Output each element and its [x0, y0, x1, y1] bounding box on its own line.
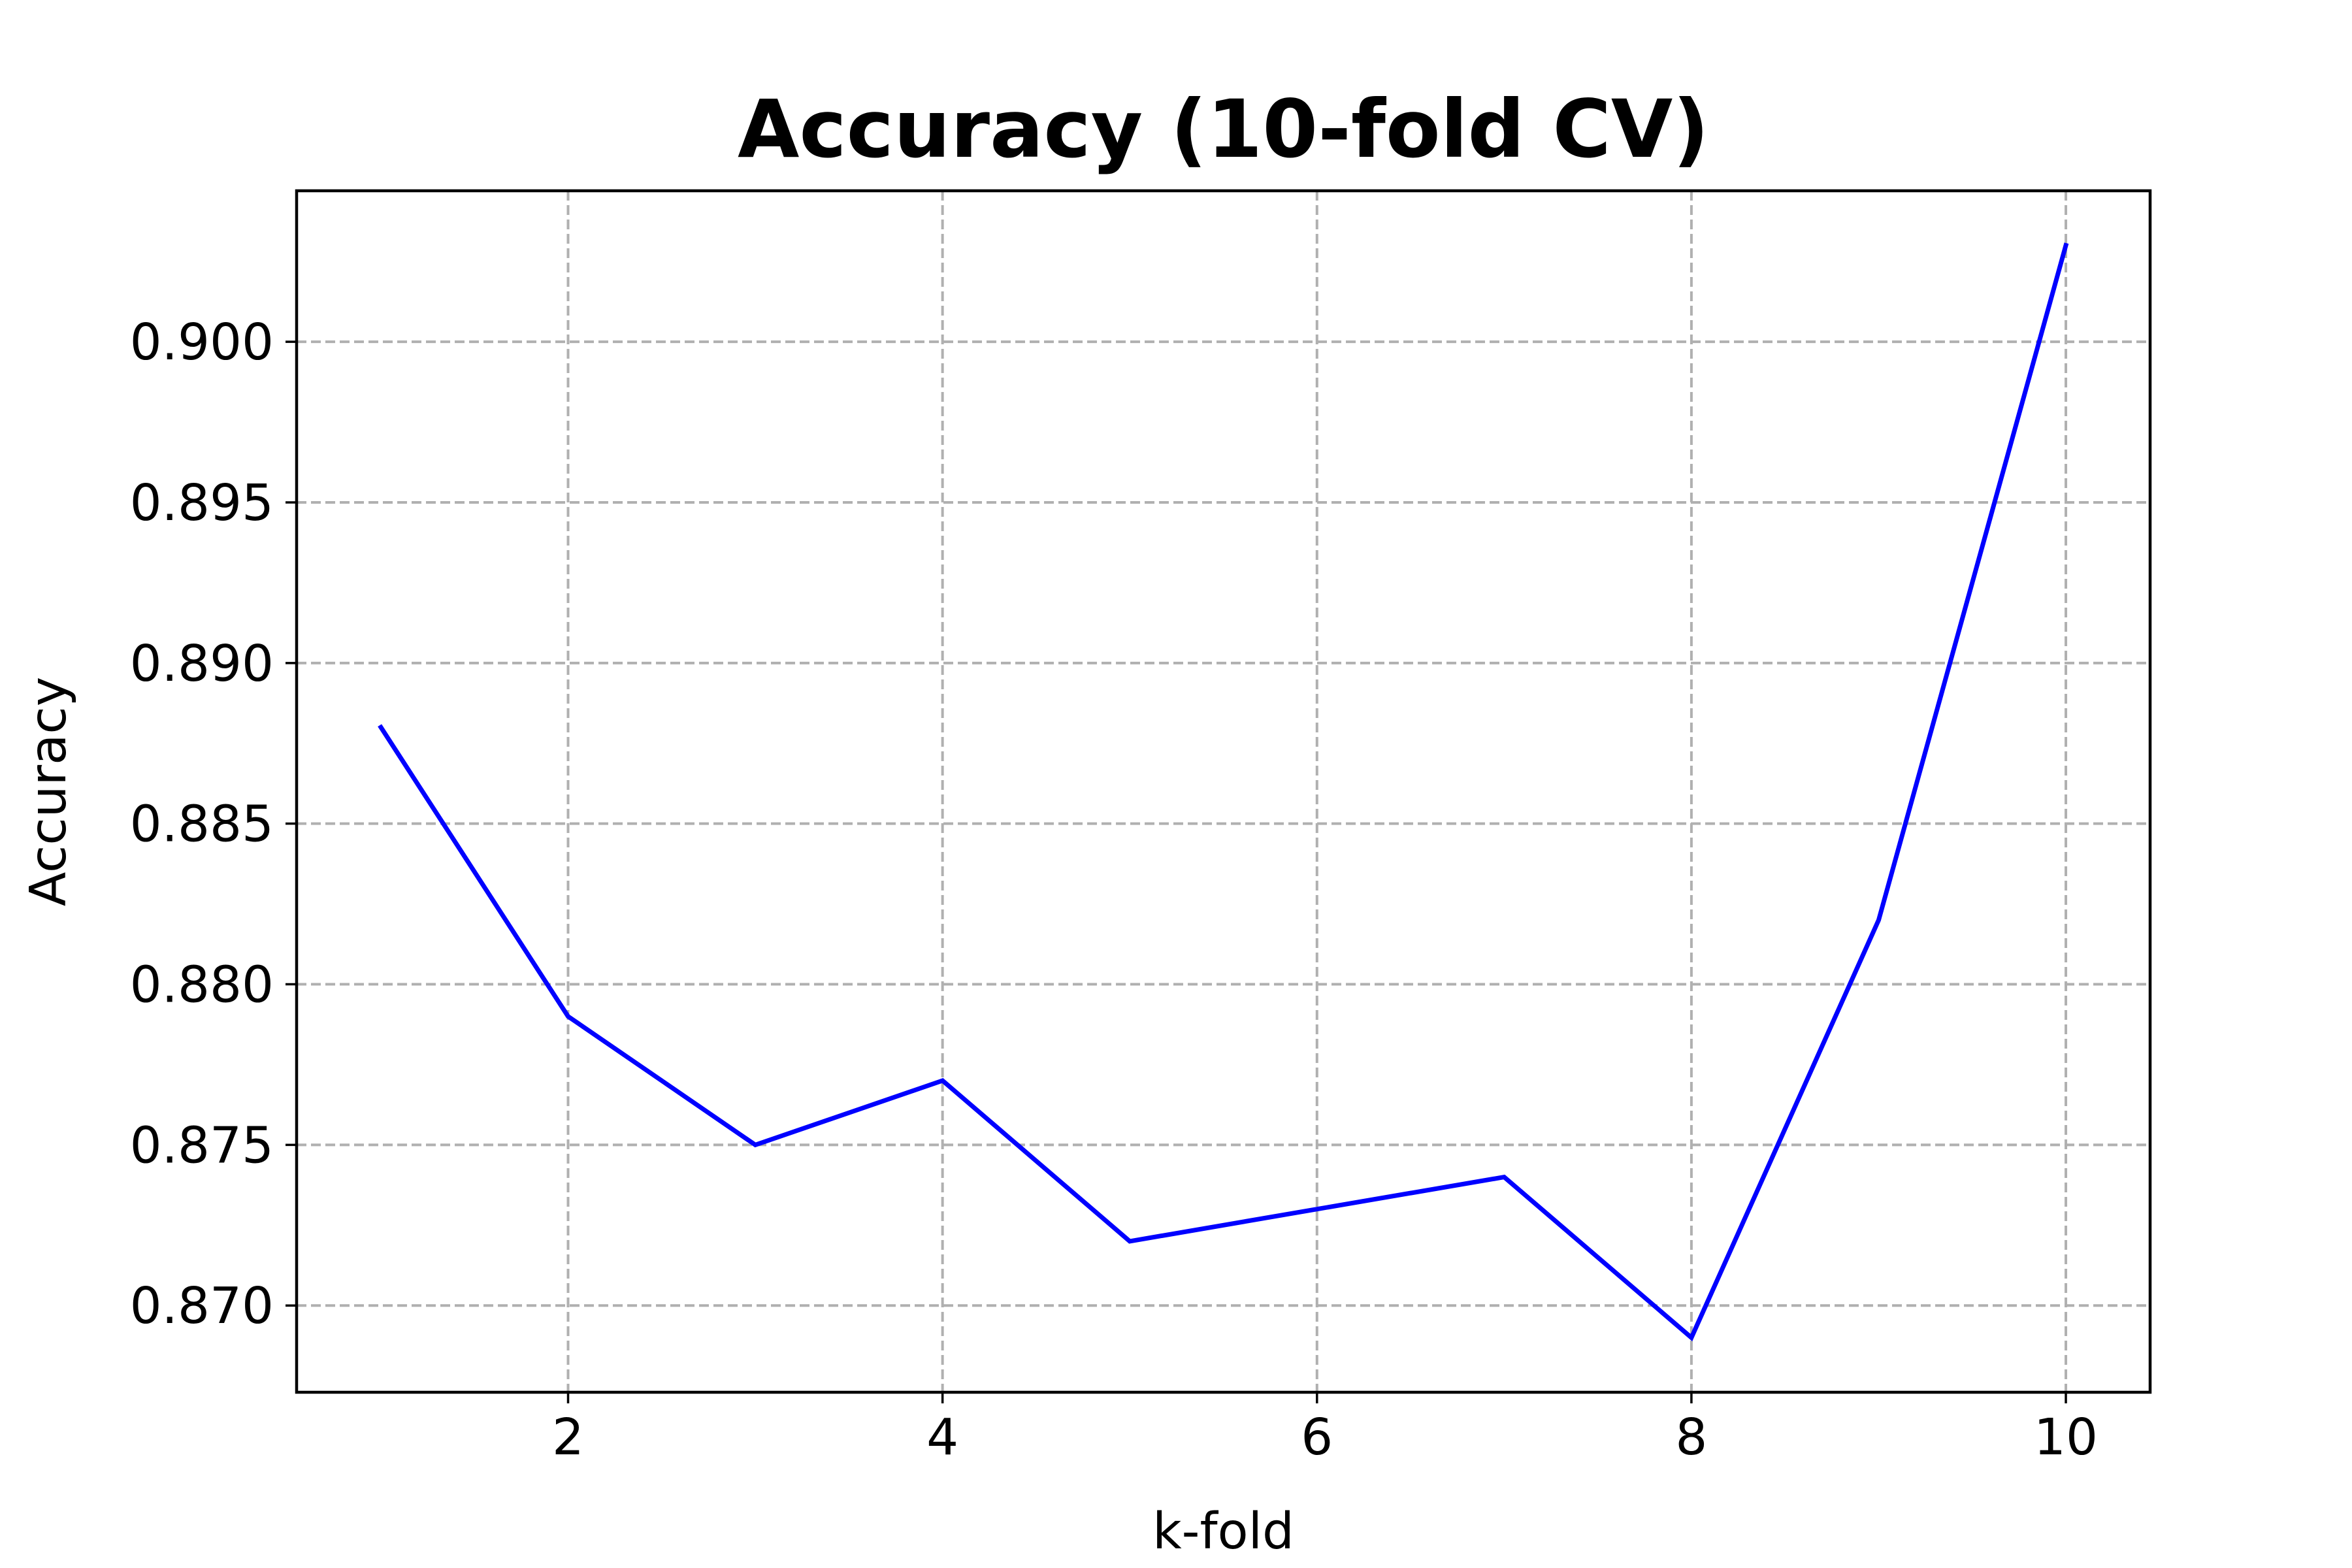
grid: [297, 191, 2150, 1392]
x-tick-label: 4: [926, 1409, 958, 1467]
y-tick-label: 0.880: [130, 956, 274, 1015]
y-tick-label: 0.885: [130, 796, 274, 854]
tick-labels: 2 4 6 8 10 0.870 0.875 0.880 0.885 0.890 0.895 0.90…: [130, 314, 2098, 1467]
y-tick-label: 0.900: [130, 314, 274, 372]
x-tick-label: 10: [2034, 1409, 2098, 1467]
x-tick-label: 8: [1675, 1409, 1707, 1467]
x-tick-label: 2: [552, 1409, 584, 1467]
series-line: [378, 242, 2069, 1342]
x-tick-label: 6: [1301, 1409, 1333, 1467]
series-layer: [378, 242, 2069, 1342]
ticks: [286, 340, 2067, 1403]
y-tick-label: 0.890: [130, 635, 274, 693]
y-tick-label: 0.875: [130, 1117, 274, 1175]
plot-frame: [295, 189, 2152, 1394]
y-tick-label: 0.895: [130, 474, 274, 532]
y-axis-label: Accuracy: [20, 677, 78, 907]
x-axis-label: k-fold: [1152, 1503, 1294, 1561]
y-tick-label: 0.870: [130, 1277, 274, 1335]
chart-title: Accuracy (10-fold CV): [738, 83, 1709, 176]
